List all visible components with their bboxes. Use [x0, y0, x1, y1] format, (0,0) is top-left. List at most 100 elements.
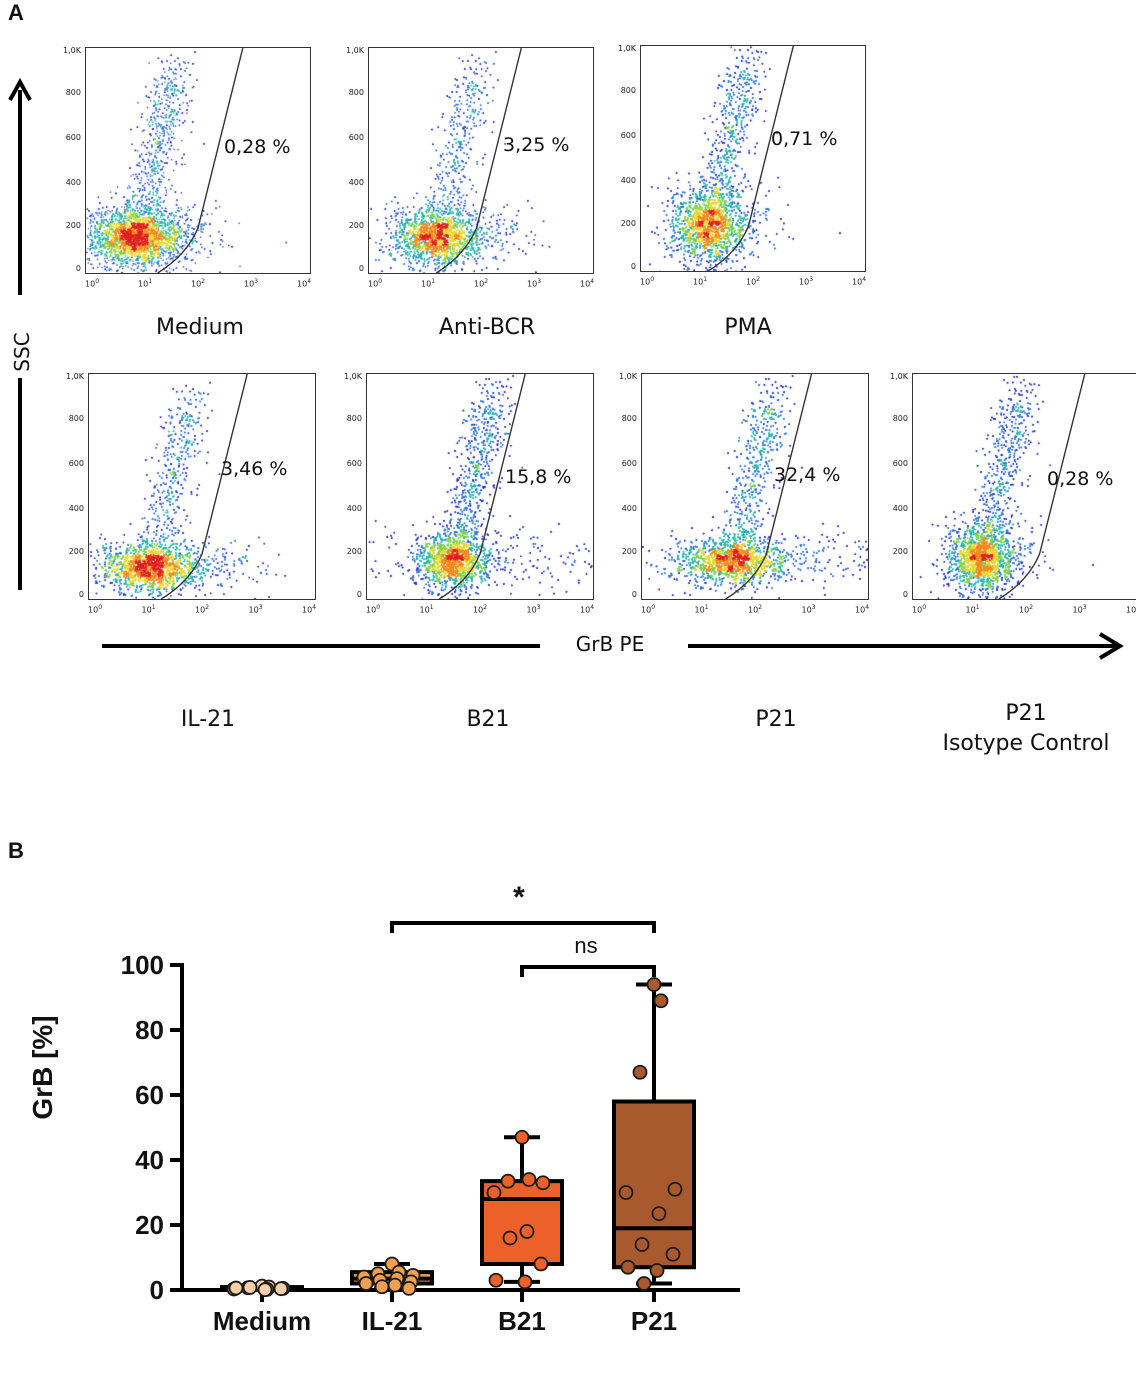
data-point	[535, 1175, 551, 1191]
x-tick-label: 101	[965, 604, 980, 615]
y-tick-label: 1,0K	[890, 371, 908, 381]
gate-percentage: 15,8 %	[505, 466, 572, 488]
x-tick-label: 103	[799, 276, 814, 287]
box-medium	[220, 1278, 304, 1298]
condition-label-p21-isotype: Isotype Control	[942, 731, 1110, 756]
y-tick-label: 800	[348, 88, 364, 98]
panel-a-label: A	[8, 0, 24, 25]
data-point	[649, 1263, 665, 1278]
panel-b-label: B	[8, 838, 24, 863]
x-tick-label: 103	[1072, 604, 1087, 615]
x-tick-label: 104	[852, 276, 867, 287]
box-il-21	[350, 1256, 434, 1296]
box-p21	[612, 977, 696, 1291]
y-tick-label: 1,0K	[63, 45, 81, 55]
x-tick-label: P21	[631, 1306, 677, 1336]
x-tick-label: 101	[419, 604, 434, 615]
data-point	[358, 1276, 374, 1291]
y-tick-label: 0	[150, 1275, 164, 1305]
x-tick-label: 100	[88, 604, 103, 615]
condition-label-b21: B21	[466, 707, 510, 732]
data-point	[401, 1280, 417, 1296]
y-tick-label: 0	[78, 589, 84, 599]
y-tick-label: 400	[621, 504, 637, 514]
data-point	[665, 1246, 681, 1262]
significance-label: *	[513, 881, 525, 914]
gate-line	[707, 46, 794, 271]
flow-plot-p21-isotype: 0,28 %	[912, 373, 1136, 600]
x-tick-label: Medium	[213, 1306, 311, 1336]
condition-label-pma: PMA	[724, 315, 772, 340]
data-point	[651, 1206, 667, 1222]
x-tick-label: 104	[580, 604, 595, 615]
x-tick-label: 103	[801, 604, 816, 615]
flow-scatter-density	[913, 374, 1136, 599]
x-tick-label: IL-21	[362, 1306, 423, 1336]
gate-percentage: 32,4 %	[774, 464, 841, 486]
y-tick-label: 20	[135, 1210, 164, 1240]
flow-plot-il-21: 3,46 %	[88, 373, 316, 600]
data-point	[667, 1181, 683, 1197]
y-tick-label: 600	[346, 459, 362, 469]
x-tick-label: B21	[498, 1306, 546, 1336]
data-point	[502, 1230, 518, 1246]
y-tick-label: 600	[348, 133, 364, 143]
y-tick-label: 80	[135, 1015, 164, 1045]
y-tick-label: 600	[892, 459, 908, 469]
gate-percentage: 0,28 %	[224, 136, 291, 158]
box-iqr	[612, 1099, 696, 1270]
y-tick-label: 400	[68, 504, 84, 514]
condition-label-p21-line1: P21	[1005, 701, 1047, 726]
data-point	[488, 1272, 504, 1288]
data-point	[228, 1280, 244, 1296]
flow-scatter-density	[86, 48, 310, 273]
flow-scatter-density	[369, 48, 593, 273]
y-tick-label: 600	[65, 133, 81, 143]
x-tick-label: 100	[912, 604, 927, 615]
x-tick-label: 101	[421, 278, 436, 289]
y-tick-label: 800	[620, 86, 636, 96]
x-tick-label: 101	[693, 276, 708, 287]
x-tick-label: 102	[473, 604, 488, 615]
condition-label-anti-bcr: Anti-BCR	[438, 315, 536, 340]
gate-line	[157, 48, 244, 273]
data-point	[620, 1259, 636, 1275]
x-tick-label: 103	[244, 278, 259, 289]
x-tick-label: 101	[141, 604, 156, 615]
data-point	[521, 1172, 537, 1187]
gate-line	[725, 374, 813, 599]
y-tick-label: 400	[346, 504, 362, 514]
y-tick-label: 200	[346, 547, 362, 556]
data-point	[486, 1185, 502, 1200]
y-tick-label: 0	[631, 589, 637, 599]
y-tick-label: 200	[621, 547, 637, 556]
y-tick-label: 1,0K	[346, 45, 364, 55]
data-point	[514, 1129, 530, 1145]
y-tick-label: 200	[65, 221, 81, 230]
x-tick-label: 100	[641, 604, 656, 615]
data-point	[533, 1256, 549, 1272]
y-tick-label: 400	[892, 504, 908, 514]
y-tick-label: 0	[75, 263, 81, 273]
gate-line	[438, 374, 526, 599]
data-point	[636, 1276, 652, 1291]
gate-line	[998, 374, 1086, 599]
y-tick-label: 400	[348, 178, 364, 188]
condition-label-p21: P21	[755, 707, 797, 732]
x-tick-label: 104	[302, 604, 317, 615]
data-point	[273, 1281, 289, 1297]
data-point	[387, 1277, 403, 1293]
data-point	[517, 1274, 533, 1290]
data-point	[618, 1185, 634, 1200]
x-tick-label: 102	[746, 276, 761, 287]
y-tick-label: 60	[135, 1080, 164, 1110]
ssc-axis-label: SSC	[10, 332, 34, 372]
y-tick-label: 200	[620, 219, 636, 228]
flow-plot-pma: 0,71 %	[640, 45, 866, 272]
ssc-axis-arrow	[8, 77, 32, 590]
gate-line	[160, 374, 248, 599]
y-tick-label: 400	[65, 178, 81, 188]
data-point	[519, 1224, 535, 1239]
gate-line	[435, 48, 522, 273]
y-tick-label: 1,0K	[66, 371, 84, 381]
